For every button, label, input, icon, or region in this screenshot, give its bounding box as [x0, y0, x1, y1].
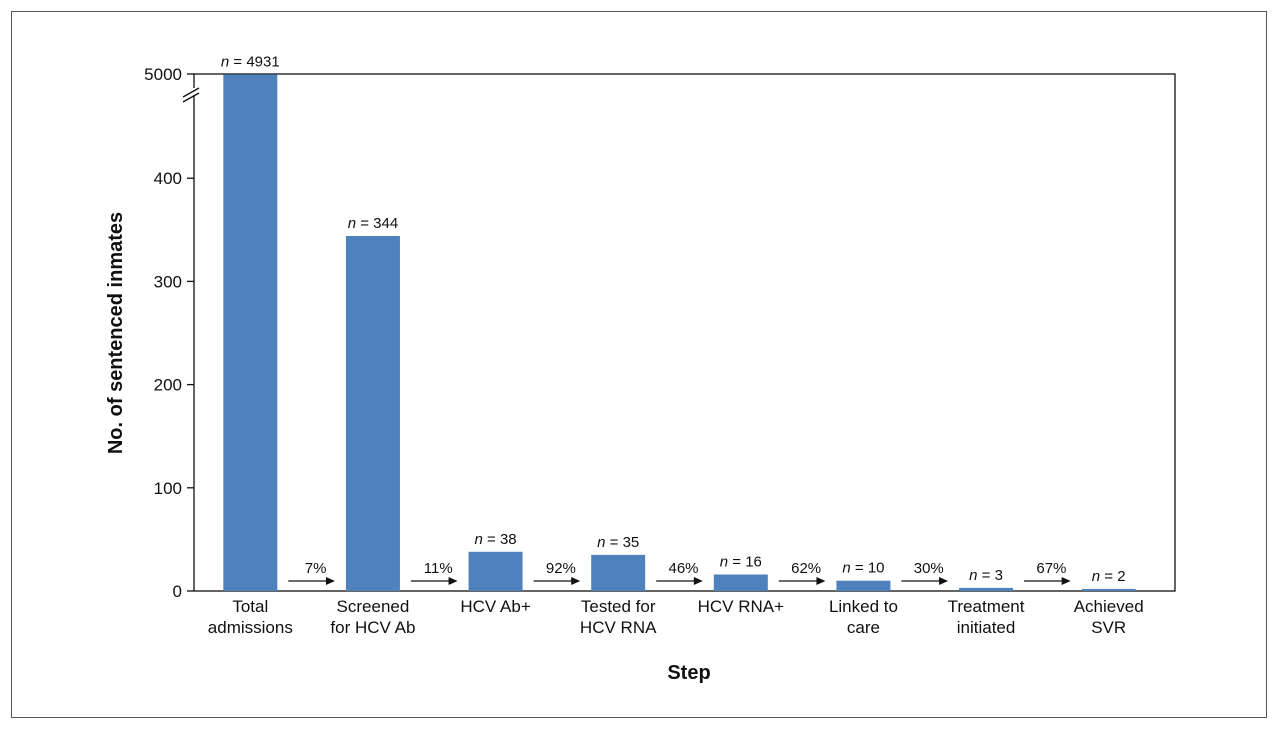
data-label: n = 4931 — [221, 53, 280, 70]
bar — [1081, 588, 1136, 591]
data-label: n = 10 — [842, 560, 884, 577]
data-label: n = 2 — [1092, 568, 1126, 585]
bar — [713, 574, 768, 591]
axis-break-stroke — [182, 92, 200, 103]
data-label: n = 344 — [348, 215, 398, 232]
arrow-icon — [778, 577, 826, 585]
y-tick-label: 5000 — [144, 65, 182, 84]
arrow-icon — [1024, 577, 1071, 585]
arrow-head — [571, 577, 581, 585]
bar — [345, 235, 400, 591]
y-tick-label: 200 — [154, 376, 182, 395]
bar — [836, 580, 891, 591]
y-tick-label: 0 — [173, 582, 182, 601]
step-percentage-label: 11% — [424, 560, 453, 577]
arrow-head — [693, 577, 703, 585]
arrow-head — [1061, 577, 1071, 585]
y-tick-label: 100 — [154, 479, 182, 498]
arrow-head — [939, 577, 949, 585]
x-tick-label: Screened for HCV Ab — [330, 597, 415, 637]
x-tick-label: HCV RNA+ — [698, 597, 785, 616]
figure-frame — [11, 11, 1267, 718]
y-tick-label: 400 — [154, 169, 182, 188]
x-tick-label: Treatment initiated — [948, 597, 1025, 637]
x-tick-label: Achieved SVR — [1074, 597, 1144, 637]
axis-break-icon — [182, 87, 200, 103]
x-tick-label: Tested for HCV RNA — [580, 597, 657, 637]
arrow-icon — [533, 577, 581, 585]
chart-bars — [223, 74, 1136, 591]
step-percentage-label: 46% — [668, 560, 698, 577]
data-label: n = 35 — [597, 534, 639, 551]
x-tick-label: Total admissions — [208, 597, 293, 637]
arrow-icon — [410, 577, 458, 585]
bar — [223, 74, 278, 591]
chart-labels: n = 4931 Total admissions n = 344 Screened fo… — [208, 53, 1144, 637]
arrow-head — [816, 577, 826, 585]
arrow-head — [448, 577, 458, 585]
y-axis-title: No. of sentenced inmates — [105, 212, 127, 454]
bar — [591, 554, 646, 591]
data-label: n = 3 — [969, 567, 1003, 584]
step-percentage-label: 30% — [914, 560, 944, 577]
axis-break-stroke — [182, 87, 200, 98]
arrow-icon — [288, 577, 335, 585]
x-axis-title: Step — [667, 662, 710, 684]
arrow-head — [325, 577, 335, 585]
x-tick-label: HCV Ab+ — [460, 597, 530, 616]
step-percentage-label: 62% — [791, 560, 821, 577]
data-label: n = 38 — [475, 531, 517, 548]
x-tick-label: Linked to care — [829, 597, 898, 637]
arrow-icon — [901, 577, 949, 585]
data-label: n = 16 — [720, 553, 762, 570]
arrow-icon — [656, 577, 703, 585]
step-percentage-label: 67% — [1036, 560, 1066, 577]
y-tick-label: 300 — [154, 272, 182, 291]
step-percentage-label: 92% — [546, 560, 576, 577]
bar — [468, 551, 523, 591]
step-percentage-label: 7% — [305, 560, 327, 577]
plot-area-border — [193, 73, 1176, 592]
bar — [959, 587, 1014, 591]
chart-axes: 0 100 200 300 400 5000 — [144, 65, 1176, 601]
